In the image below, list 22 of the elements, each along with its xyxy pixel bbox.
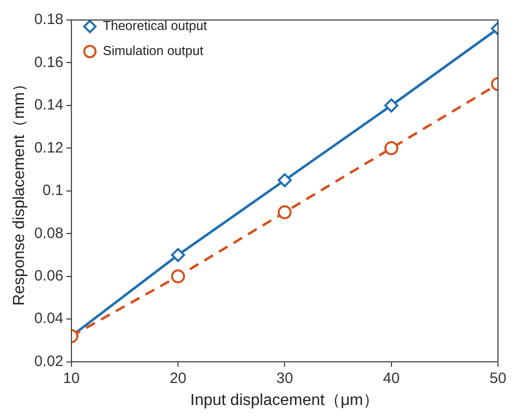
x-tick-label: 40: [383, 370, 400, 387]
y-tick-label: 0.12: [34, 139, 64, 156]
x-tick-label: 30: [276, 370, 294, 387]
y-tick-label: 0.16: [34, 54, 64, 71]
point: [278, 173, 292, 188]
point: [171, 269, 186, 284]
x-axis-title: Input displacement（μm）: [190, 392, 380, 409]
legend-label: Theoretical output: [102, 18, 208, 34]
y-tick-label: 0.18: [34, 11, 64, 28]
y-axis-title: Response displacement（mm）: [11, 76, 28, 306]
y-tick-label: 0.1: [42, 182, 64, 200]
legend-label: Simulation output: [102, 43, 204, 58]
y-tick-label: 0.06: [34, 267, 64, 284]
x-tick-label: 10: [63, 370, 80, 387]
y-tick-label: 0.14: [34, 96, 64, 114]
y-tick-label: 0.04: [34, 310, 64, 328]
x-tick-label: 20: [170, 370, 186, 387]
y-tick-label: 0.02: [34, 352, 64, 370]
point: [278, 205, 292, 220]
y-tick-label: 0.08: [34, 224, 64, 242]
point: [171, 248, 186, 262]
x-tick-label: 50: [490, 370, 506, 387]
